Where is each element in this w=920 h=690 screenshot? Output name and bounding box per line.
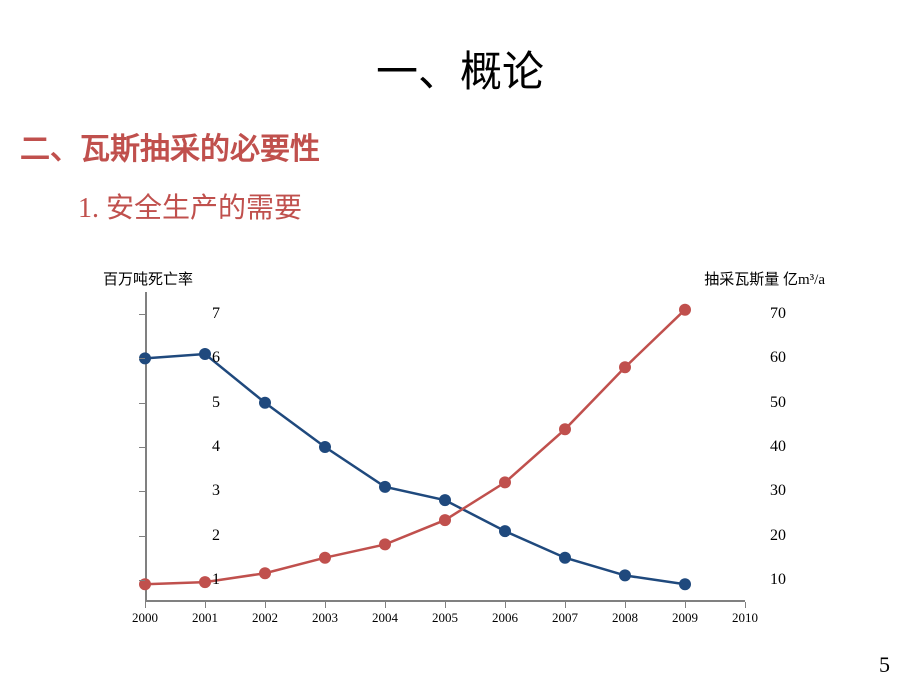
x-tick-label: 2003 bbox=[312, 610, 338, 626]
x-tick-mark bbox=[685, 602, 686, 608]
section-subtitle: 二、瓦斯抽采的必要性 bbox=[0, 99, 920, 168]
x-tick-mark bbox=[505, 602, 506, 608]
series-marker-gas_extraction bbox=[439, 514, 451, 526]
series-line-gas_extraction bbox=[145, 310, 685, 585]
series-marker-gas_extraction bbox=[619, 361, 631, 373]
y-left-tick-mark bbox=[139, 358, 145, 359]
y-left-tick-mark bbox=[139, 580, 145, 581]
y-left-tick-label: 6 bbox=[212, 349, 220, 367]
series-marker-death_rate bbox=[319, 441, 331, 453]
y-left-tick-mark bbox=[139, 491, 145, 492]
y-left-tick-label: 1 bbox=[212, 571, 220, 589]
x-tick-label: 2006 bbox=[492, 610, 518, 626]
x-tick-label: 2007 bbox=[552, 610, 578, 626]
y-right-tick-label: 30 bbox=[770, 482, 786, 500]
x-tick-mark bbox=[745, 602, 746, 608]
y-left-tick-label: 5 bbox=[212, 394, 220, 412]
page-number: 5 bbox=[879, 652, 890, 678]
x-tick-label: 2004 bbox=[372, 610, 398, 626]
y-right-tick-label: 40 bbox=[770, 438, 786, 456]
y-right-tick-label: 20 bbox=[770, 527, 786, 545]
page-title: 一、概论 bbox=[0, 0, 920, 99]
x-tick-label: 2010 bbox=[732, 610, 758, 626]
x-tick-mark bbox=[325, 602, 326, 608]
x-tick-label: 2002 bbox=[252, 610, 278, 626]
y-right-tick-label: 60 bbox=[770, 349, 786, 367]
y-left-tick-label: 4 bbox=[212, 438, 220, 456]
series-marker-death_rate bbox=[199, 348, 211, 360]
x-tick-label: 2005 bbox=[432, 610, 458, 626]
y-left-tick-mark bbox=[139, 447, 145, 448]
y-right-tick-label: 10 bbox=[770, 571, 786, 589]
series-marker-death_rate bbox=[619, 569, 631, 581]
subsection-title: 1. 安全生产的需要 bbox=[0, 168, 920, 226]
x-tick-label: 2009 bbox=[672, 610, 698, 626]
series-marker-gas_extraction bbox=[259, 567, 271, 579]
chart-container: 百万吨死亡率 抽采瓦斯量 亿m³/a 1 2 3 4 5 6 7 10 20 30 40 50 60 70… bbox=[85, 270, 825, 650]
series-marker-death_rate bbox=[439, 494, 451, 506]
y-right-tick-label: 70 bbox=[770, 305, 786, 323]
y-left-tick-mark bbox=[139, 536, 145, 537]
series-marker-death_rate bbox=[499, 525, 511, 537]
x-tick-mark bbox=[565, 602, 566, 608]
y-left-tick-label: 7 bbox=[212, 305, 220, 323]
series-marker-death_rate bbox=[259, 397, 271, 409]
series-marker-gas_extraction bbox=[379, 538, 391, 550]
series-marker-gas_extraction bbox=[559, 423, 571, 435]
x-tick-mark bbox=[145, 602, 146, 608]
y-left-tick-mark bbox=[139, 403, 145, 404]
x-tick-mark bbox=[385, 602, 386, 608]
y-left-axis-title: 百万吨死亡率 bbox=[103, 268, 193, 289]
series-marker-gas_extraction bbox=[679, 304, 691, 316]
y-left-tick-label: 3 bbox=[212, 482, 220, 500]
x-tick-label: 2001 bbox=[192, 610, 218, 626]
y-left-tick-label: 2 bbox=[212, 527, 220, 545]
series-marker-gas_extraction bbox=[199, 576, 211, 588]
chart-svg bbox=[145, 292, 745, 602]
x-tick-mark bbox=[445, 602, 446, 608]
x-tick-label: 2000 bbox=[132, 610, 158, 626]
series-marker-gas_extraction bbox=[499, 476, 511, 488]
x-tick-label: 2008 bbox=[612, 610, 638, 626]
series-marker-death_rate bbox=[679, 578, 691, 590]
y-right-tick-label: 50 bbox=[770, 394, 786, 412]
x-tick-mark bbox=[625, 602, 626, 608]
y-left-tick-mark bbox=[139, 314, 145, 315]
x-tick-mark bbox=[265, 602, 266, 608]
series-marker-death_rate bbox=[379, 481, 391, 493]
y-right-axis-title: 抽采瓦斯量 亿m³/a bbox=[704, 268, 825, 289]
series-marker-gas_extraction bbox=[319, 552, 331, 564]
x-tick-mark bbox=[205, 602, 206, 608]
series-marker-death_rate bbox=[559, 552, 571, 564]
